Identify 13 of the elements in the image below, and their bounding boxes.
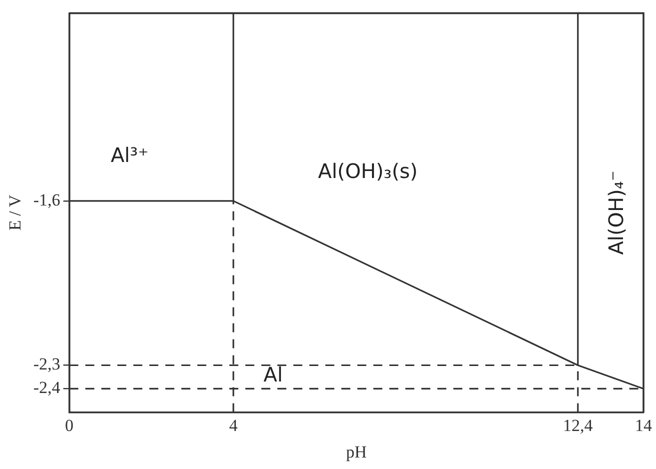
y-tick-label: -2,4 [33, 378, 61, 398]
y-axis-title: E / V [6, 194, 25, 230]
annotation: Al(OH)₃(s) [318, 159, 418, 184]
x-tick-label: 12,4 [563, 416, 594, 435]
x-tick-label: 0 [65, 416, 74, 435]
annotation: Al(OH)₄⁻ [604, 170, 628, 255]
annotation: Al³⁺ [110, 143, 149, 168]
x-axis-title: pH [346, 442, 367, 462]
x-tick-label: 4 [229, 416, 238, 435]
y-tick-label: -2,3 [33, 354, 60, 374]
y-tick-label: -1,6 [33, 190, 60, 210]
annotation: Al [264, 362, 283, 386]
x-tick-label: 14 [635, 416, 652, 435]
